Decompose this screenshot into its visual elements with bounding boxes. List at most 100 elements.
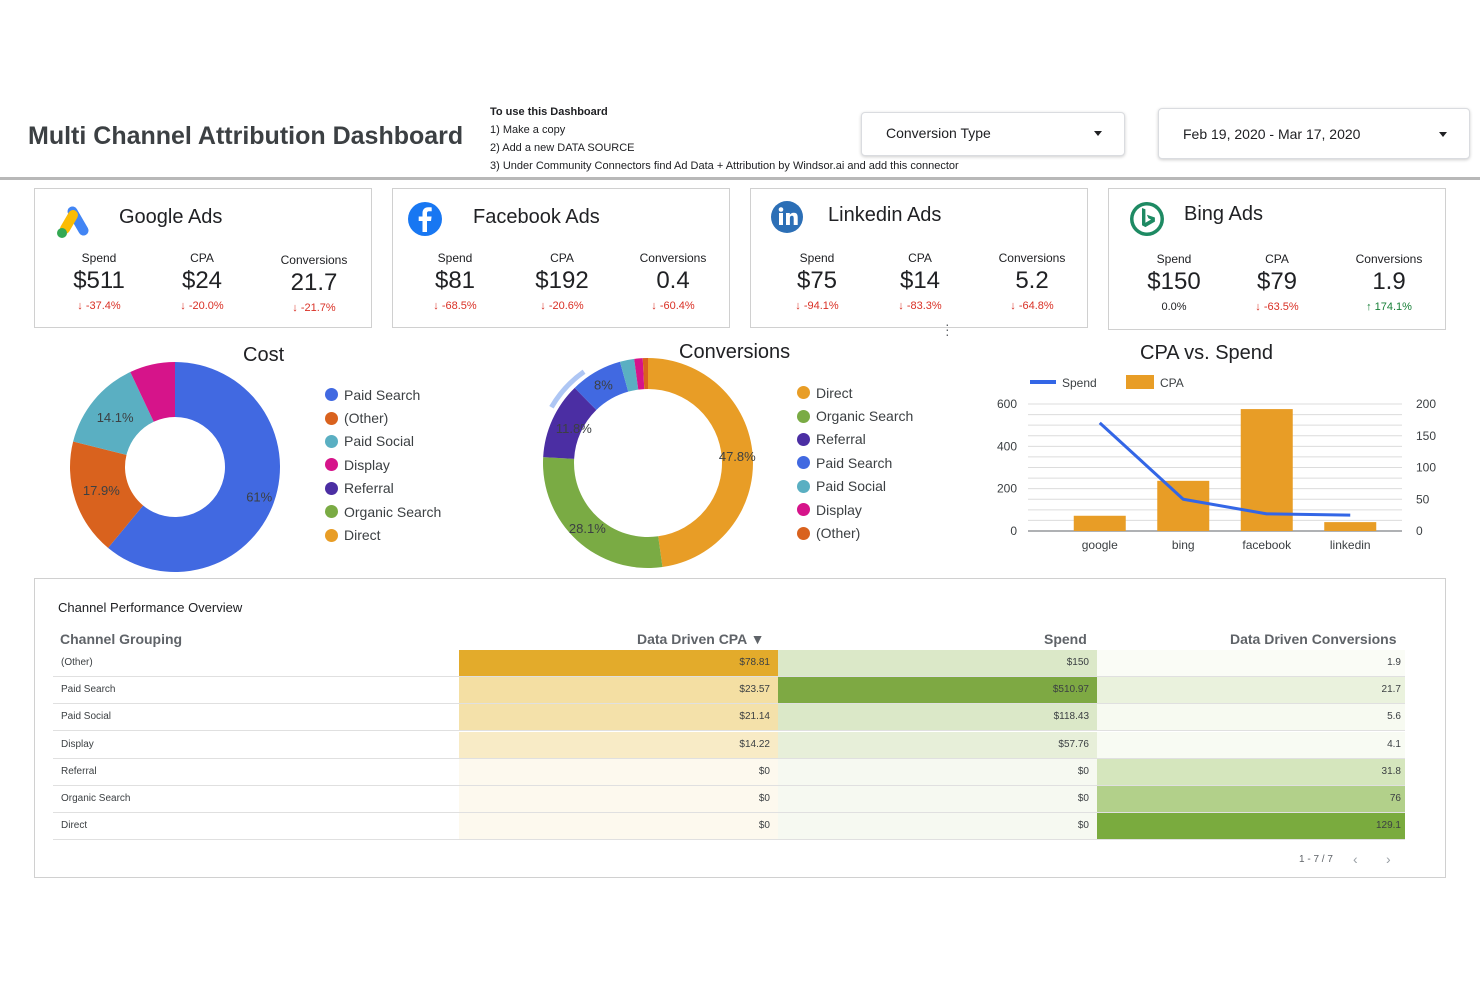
conversions-metric: Conversions 1.9 ↑ 174.1%	[1334, 252, 1444, 313]
conversions-chart-title: Conversions	[679, 341, 791, 363]
table-title: Channel Performance Overview	[58, 600, 243, 615]
legend-item[interactable]: Direct	[325, 523, 441, 546]
table-row[interactable]: Direct $0 $0 129.1	[53, 813, 1405, 841]
cpa-bar[interactable]	[1157, 480, 1210, 531]
legend-label: Paid Social	[344, 433, 415, 450]
legend-item[interactable]: (Other)	[797, 521, 913, 544]
legend-item[interactable]: Display	[797, 498, 913, 521]
table-row[interactable]: Organic Search $0 $0 76	[53, 786, 1405, 813]
legend-item[interactable]: Display	[325, 453, 441, 476]
chevron-down-icon	[1439, 132, 1447, 137]
column-header-channel[interactable]: Channel Grouping	[60, 631, 183, 647]
cpa-metric: CPA $192 ↓ -20.6%	[507, 251, 617, 312]
date-range-picker[interactable]: Feb 19, 2020 - Mar 17, 2020	[1158, 108, 1470, 159]
legend-label-spend: Spend	[1062, 376, 1097, 390]
metric-label: Conversions	[1355, 252, 1423, 266]
column-header-conversions[interactable]: Data Driven Conversions	[1230, 631, 1397, 647]
legend-swatch	[325, 505, 338, 519]
donut-slice[interactable]	[108, 362, 280, 572]
legend-swatch	[325, 411, 338, 425]
instructions-heading: To use this Dashboard	[490, 106, 608, 118]
linkedin-ads-card: Linkedin Ads Spend $75 ↓ -94.1% CPA $14 …	[750, 188, 1088, 328]
conversion-type-dropdown[interactable]: Conversion Type	[861, 112, 1125, 156]
cpa-metric: CPA $24 ↓ -20.0%	[147, 251, 257, 312]
legend-item[interactable]: Paid Social	[797, 475, 913, 498]
metric-delta: ↑ 174.1%	[1366, 301, 1412, 313]
legend-label: Direct	[344, 527, 381, 544]
channel-performance-table: Channel Performance Overview Channel Gro…	[34, 578, 1446, 878]
metric-delta: 0.0%	[1161, 301, 1187, 313]
legend-item[interactable]: Organic Search	[325, 500, 441, 523]
table-row[interactable]: Paid Social $21.14 $118.43 5.6	[53, 704, 1405, 732]
legend-label: Display	[816, 501, 862, 518]
card-title: Facebook Ads	[473, 206, 600, 228]
chevron-right-icon[interactable]: ›	[1386, 851, 1391, 867]
legend-swatch	[325, 481, 338, 495]
spend-line[interactable]	[1098, 421, 1351, 517]
spend-cell: $0	[778, 813, 1097, 840]
donut-slice[interactable]	[634, 358, 645, 390]
metric-label: Spend	[437, 251, 473, 265]
legend-item[interactable]: Paid Social	[325, 430, 441, 453]
table-row[interactable]: Display $14.22 $57.76 4.1	[53, 731, 1405, 759]
donut-slice[interactable]	[130, 362, 175, 422]
legend-item[interactable]: Referral	[325, 477, 441, 500]
legend-swatch-cpa	[1126, 375, 1154, 389]
conversions-cell: 21.7	[1097, 677, 1405, 704]
legend-label: (Other)	[816, 525, 861, 542]
spend-cell: $57.76	[778, 731, 1097, 758]
channel-cell: Paid Social	[61, 711, 112, 723]
facebook-icon	[408, 202, 442, 236]
donut-slice[interactable]	[574, 361, 629, 411]
metric-value: $192	[535, 267, 589, 294]
more-options-icon[interactable]: · · ·	[945, 316, 950, 342]
legend-item[interactable]: Organic Search	[797, 404, 913, 427]
legend-item[interactable]: Referral	[797, 428, 913, 451]
slice-label: 8%	[594, 377, 613, 392]
cpa-cell: $14.22	[459, 731, 778, 758]
donut-slice[interactable]	[543, 387, 597, 459]
donut-slice[interactable]	[69, 441, 144, 548]
instruction-step-1: 1) Make a copy	[490, 124, 566, 136]
metric-value: $81	[434, 267, 476, 294]
cpa-metric: CPA $79 ↓ -63.5%	[1222, 252, 1332, 313]
legend-item[interactable]: Paid Search	[797, 451, 913, 474]
card-title: Google Ads	[119, 206, 223, 228]
legend-label: Organic Search	[344, 503, 442, 520]
table-row[interactable]: (Other) $78.81 $150 1.9	[53, 650, 1405, 677]
column-header-cpa[interactable]: Data Driven CPA ▼	[637, 631, 765, 647]
cost-chart-title: Cost	[243, 344, 285, 366]
legend-item[interactable]: Direct	[797, 381, 913, 404]
legend-swatch	[797, 503, 810, 517]
metric-value: 21.7	[290, 269, 338, 296]
category-label: facebook	[1242, 538, 1292, 552]
legend-item[interactable]: Paid Search	[325, 383, 441, 406]
donut-slice[interactable]	[642, 358, 648, 390]
metric-delta: ↓ -21.7%	[292, 302, 336, 314]
metric-delta: ↓ -83.3%	[898, 300, 942, 312]
cpa-bar[interactable]	[1324, 522, 1377, 531]
donut-slice[interactable]	[619, 358, 639, 392]
table-row[interactable]: Referral $0 $0 31.8	[53, 758, 1405, 786]
legend-swatch	[325, 388, 338, 402]
table-row[interactable]: Paid Search $23.57 $510.97 21.7	[53, 677, 1405, 705]
chevron-down-icon	[1094, 131, 1102, 136]
donut-slice[interactable]	[73, 371, 154, 455]
metric-label: Conversions	[998, 251, 1066, 265]
cpa-cell: $0	[459, 813, 778, 840]
cpa-cell: $78.81	[459, 650, 778, 676]
metric-delta: ↓ -94.1%	[795, 300, 839, 312]
donut-slice[interactable]	[543, 457, 663, 568]
spend-cell: $0	[778, 786, 1097, 812]
slice-label: 61%	[246, 489, 272, 504]
donut-slice[interactable]	[648, 358, 753, 567]
cpa-cell: $23.57	[459, 677, 778, 704]
legend-item[interactable]: (Other)	[325, 406, 441, 429]
metric-value: 1.9	[1372, 268, 1406, 295]
card-title: Linkedin Ads	[828, 204, 942, 226]
linkedin-icon	[771, 201, 803, 233]
conversions-donut-chart: 47.8% 28.1% 11.8% 8%	[543, 358, 756, 568]
cpa-bar[interactable]	[1073, 515, 1126, 531]
chevron-left-icon[interactable]: ‹	[1353, 851, 1358, 867]
column-header-spend[interactable]: Spend	[1044, 631, 1087, 647]
